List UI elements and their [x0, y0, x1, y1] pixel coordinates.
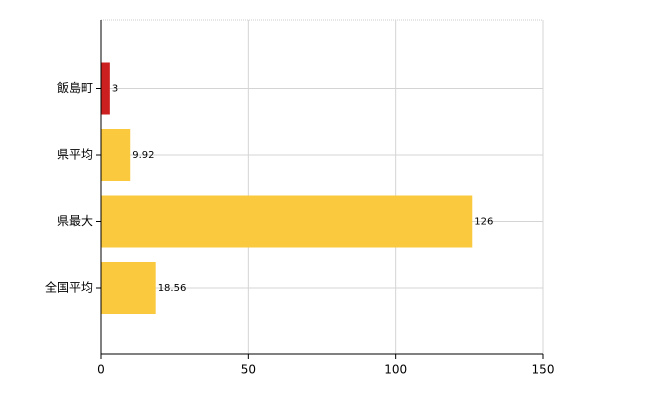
bar [101, 195, 473, 248]
value-label: 126 [474, 217, 493, 228]
value-label: 9.92 [132, 150, 154, 161]
x-tick-label: 0 [97, 363, 105, 377]
x-tick-label: 50 [241, 363, 256, 377]
x-tick-label: 100 [384, 363, 407, 377]
y-tick-label: 全国平均 [45, 280, 93, 295]
bar [101, 62, 110, 115]
bar [101, 262, 156, 314]
y-tick-label: 飯島町 [57, 80, 93, 95]
bar [101, 129, 131, 181]
y-tick-label: 県最大 [57, 214, 93, 228]
y-tick-label: 県平均 [57, 148, 93, 162]
x-tick-label: 150 [532, 363, 555, 377]
value-label: 18.56 [158, 283, 187, 294]
value-label: 3 [112, 84, 118, 95]
